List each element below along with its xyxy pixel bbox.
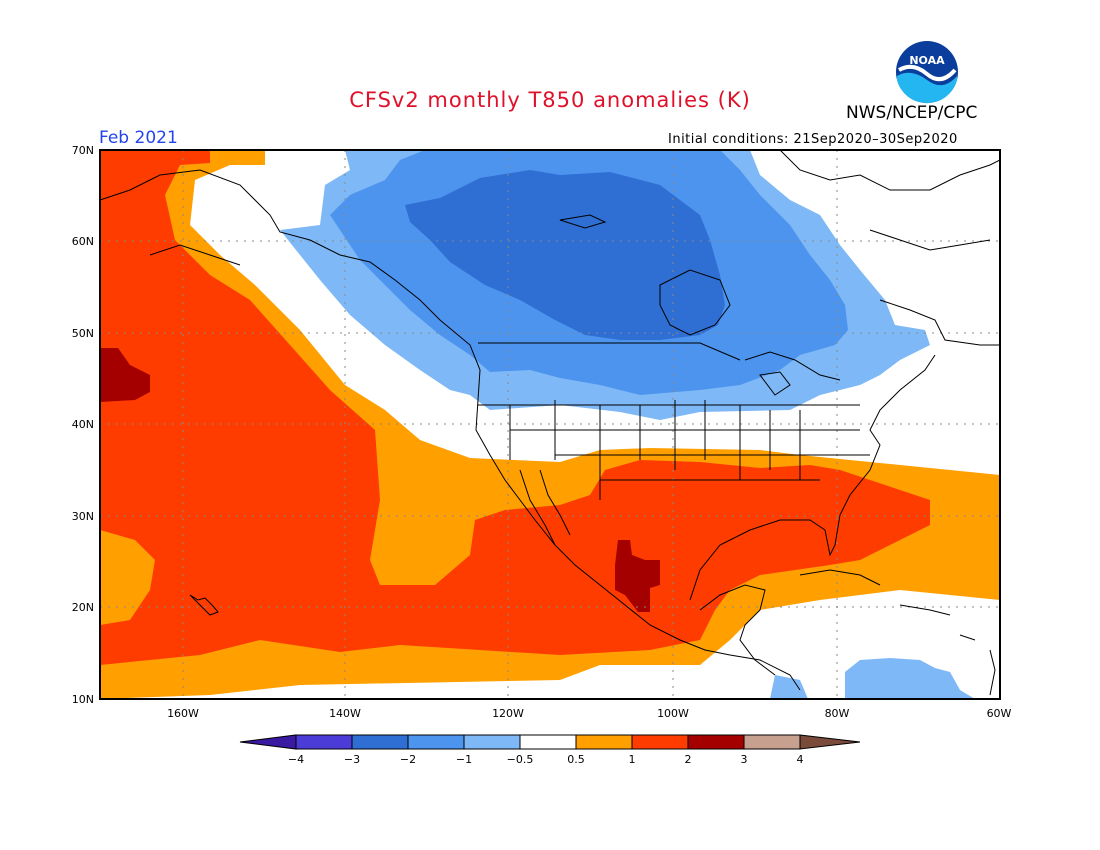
colorbar-label: −3	[344, 753, 360, 766]
colorbar-swatch	[407, 734, 465, 750]
map-frame	[99, 149, 1001, 700]
lat-labels: 70N 60N 50N 40N 30N 20N 10N	[72, 144, 94, 706]
lon-label-60w: 60W	[987, 707, 1012, 720]
colorbar-end-high	[799, 734, 861, 750]
lon-labels: 160W 140W 120W 100W 80W 60W	[167, 707, 1011, 720]
colorbar-label: 1	[629, 753, 636, 766]
colorbar-label: 3	[741, 753, 748, 766]
colorbar-swatch	[519, 734, 577, 750]
colorbar-label: −1	[456, 753, 472, 766]
colorbar-swatch	[631, 734, 689, 750]
colorbar-labels: −4 −3 −2 −1 −0.5 0.5 1 2 3 4	[288, 753, 804, 766]
agency-label: NWS/NCEP/CPC	[846, 103, 978, 123]
lat-label-30n: 30N	[72, 510, 94, 523]
colorbar	[239, 734, 861, 750]
colorbar-swatch	[463, 734, 521, 750]
lon-label-80w: 80W	[825, 707, 850, 720]
lon-label-100w: 100W	[657, 707, 689, 720]
lat-label-50n: 50N	[72, 327, 94, 340]
colorbar-label: 2	[685, 753, 692, 766]
colorbar-end-low	[239, 734, 297, 750]
lat-label-40n: 40N	[72, 418, 94, 431]
colorbar-swatch	[295, 734, 353, 750]
colorbar-label: 0.5	[567, 753, 585, 766]
initial-conditions: Initial conditions: 21Sep2020–30Sep2020	[668, 132, 958, 147]
lat-label-70n: 70N	[72, 144, 94, 157]
graticule	[100, 150, 1000, 699]
lat-label-10n: 10N	[72, 693, 94, 706]
colorbar-label: −2	[400, 753, 416, 766]
coastlines	[100, 150, 1000, 696]
colorbar-label: −4	[288, 753, 304, 766]
colorbar-swatch	[743, 734, 801, 750]
colorbar-label: 4	[797, 753, 804, 766]
forecast-month: Feb 2021	[99, 128, 178, 148]
lat-label-20n: 20N	[72, 601, 94, 614]
map-title: CFSv2 monthly T850 anomalies (K)	[349, 88, 751, 112]
colorbar-swatch	[687, 734, 745, 750]
colorbar-swatch	[575, 734, 633, 750]
lat-label-60n: 60N	[72, 235, 94, 248]
colorbar-swatch	[351, 734, 409, 750]
lon-label-120w: 120W	[492, 707, 524, 720]
anomaly-field	[100, 150, 1000, 699]
noaa-logo-icon: NOAA	[896, 41, 958, 104]
logo-text: NOAA	[909, 54, 945, 67]
lon-label-140w: 140W	[329, 707, 361, 720]
lon-label-160w: 160W	[167, 707, 199, 720]
colorbar-label: −0.5	[507, 753, 534, 766]
